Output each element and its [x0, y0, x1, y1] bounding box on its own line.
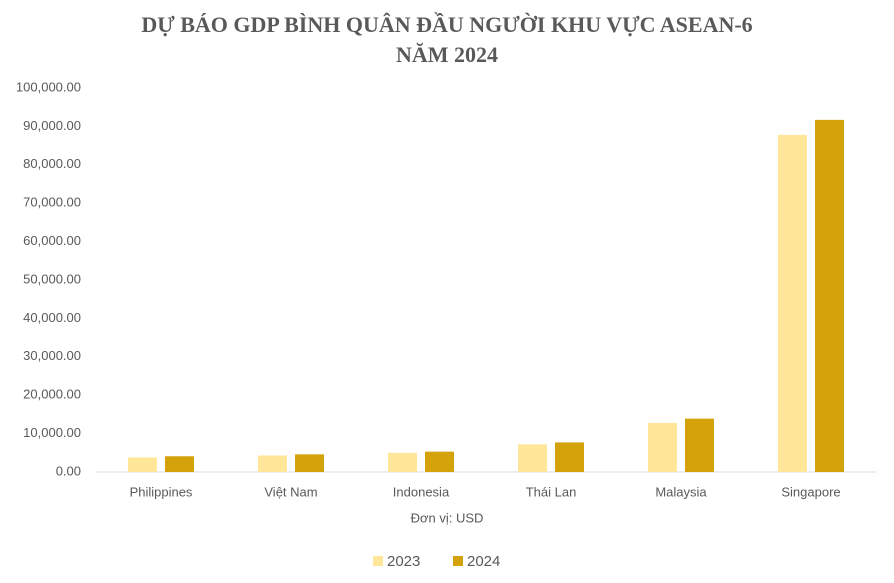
y-tick-label: 10,000.00 — [23, 425, 81, 440]
x-tick-label: Singapore — [781, 484, 840, 499]
bar — [555, 442, 584, 472]
legend-label: 2023 — [387, 553, 420, 570]
legend-swatch — [373, 556, 383, 566]
y-tick-label: 60,000.00 — [23, 233, 81, 248]
chart-title: DỰ BÁO GDP BÌNH QUÂN ĐẦU NGƯỜI KHU VỰC A… — [141, 12, 752, 37]
legend-label: 2024 — [467, 553, 500, 570]
y-tick-label: 100,000.00 — [16, 79, 81, 94]
legend-swatch — [453, 556, 463, 566]
y-tick-label: 80,000.00 — [23, 156, 81, 171]
y-tick-label: 0.00 — [56, 463, 81, 478]
bar — [685, 418, 714, 472]
bar — [518, 444, 547, 472]
bar — [815, 119, 844, 472]
y-tick-label: 40,000.00 — [23, 310, 81, 325]
x-tick-label: Philippines — [130, 484, 193, 499]
bar — [778, 134, 807, 472]
bar — [258, 455, 287, 472]
chart-title: NĂM 2024 — [396, 42, 498, 67]
y-tick-label: 20,000.00 — [23, 387, 81, 402]
y-tick-label: 50,000.00 — [23, 271, 81, 286]
bar — [388, 452, 417, 472]
x-tick-label: Malaysia — [655, 484, 707, 499]
y-tick-label: 30,000.00 — [23, 348, 81, 363]
x-tick-label: Indonesia — [393, 484, 450, 499]
bar — [425, 451, 454, 472]
bar — [165, 456, 194, 472]
x-tick-label: Thái Lan — [526, 484, 577, 499]
x-axis-label: Đơn vị: USD — [411, 510, 484, 525]
x-tick-label: Việt Nam — [264, 484, 317, 499]
bar — [128, 457, 157, 472]
y-tick-label: 90,000.00 — [23, 118, 81, 133]
y-tick-label: 70,000.00 — [23, 195, 81, 210]
bar — [295, 454, 324, 472]
bar — [648, 422, 677, 472]
